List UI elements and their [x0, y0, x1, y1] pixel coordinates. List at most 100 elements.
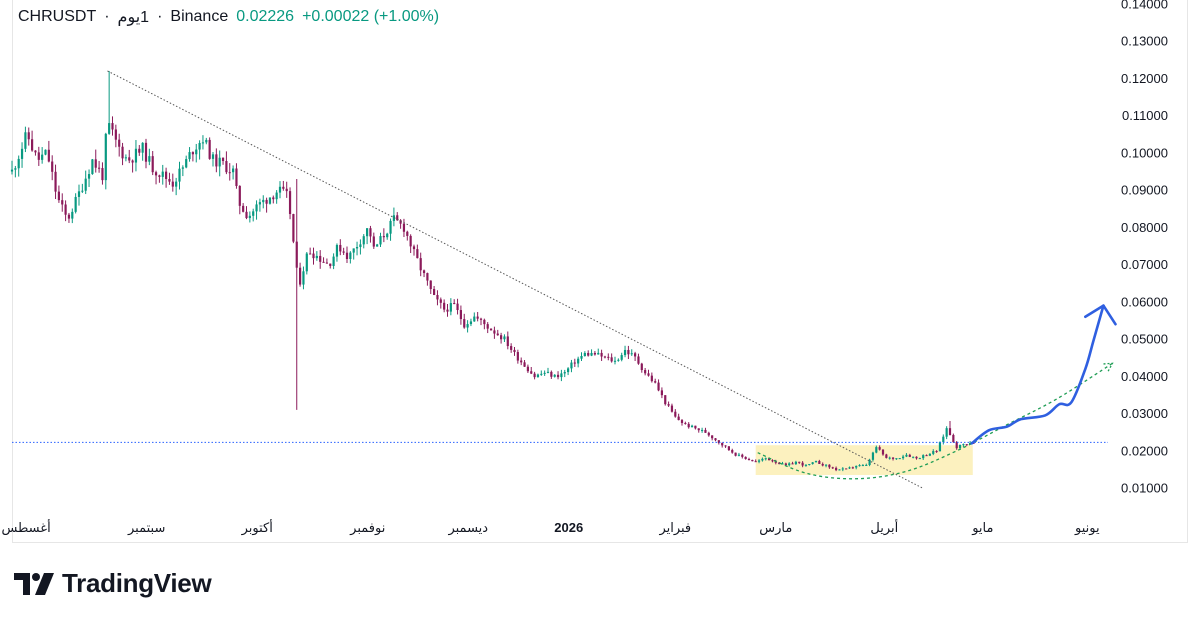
candle-body: [225, 161, 228, 173]
candle: [64, 200, 67, 222]
time-axis-tick-label: سبتمبر: [127, 521, 165, 536]
candle: [406, 230, 409, 241]
candle: [828, 464, 831, 469]
candle: [563, 369, 566, 378]
price-axis-tick-label: 0.04000: [1121, 369, 1168, 384]
candle-body: [188, 152, 191, 160]
candle-body: [205, 139, 208, 143]
candle-body: [54, 171, 57, 192]
candle: [674, 409, 677, 418]
candle-body: [617, 359, 620, 361]
candle-body: [335, 244, 339, 257]
candle: [788, 462, 791, 467]
candle-body: [355, 247, 359, 249]
candle-body: [121, 146, 124, 159]
candle: [670, 403, 674, 413]
candle: [118, 133, 121, 157]
candle: [650, 372, 653, 383]
price-axis-tick-label: 0.08000: [1121, 220, 1168, 235]
candle-body: [101, 168, 104, 181]
candle-body: [111, 123, 114, 130]
candle: [523, 359, 526, 367]
candle: [597, 348, 600, 355]
candle-body: [262, 199, 265, 203]
candle: [114, 124, 117, 148]
candle: [553, 374, 556, 378]
price-axis: 0.01000 0.02000 0.03000 0.04000 0.05000 0.060…: [1121, 0, 1168, 496]
candle-body: [345, 252, 349, 259]
candle: [550, 370, 553, 379]
candle-body: [942, 436, 945, 443]
candle-body: [747, 458, 751, 460]
candle-body: [567, 368, 570, 373]
candle: [369, 225, 372, 243]
candle-body: [288, 191, 292, 215]
candle: [821, 462, 824, 467]
price-axis-tick-label: 0.02000: [1121, 443, 1168, 458]
candle-body: [37, 152, 40, 160]
candle: [567, 367, 570, 376]
candle: [590, 349, 593, 357]
candle: [81, 183, 84, 194]
candle-body: [453, 303, 456, 305]
candle: [912, 456, 915, 459]
candle-body: [332, 256, 335, 266]
candle-body: [932, 451, 935, 454]
candle: [724, 445, 727, 448]
candle: [680, 418, 684, 426]
candle: [312, 247, 315, 265]
candle-body: [727, 446, 730, 451]
time-axis-tick-label: أكتوبر: [241, 519, 273, 536]
candle: [932, 449, 935, 456]
candle-body: [278, 186, 282, 193]
candle-body: [714, 438, 717, 441]
candle-body: [630, 353, 633, 355]
candle-body: [406, 231, 409, 236]
candle: [188, 147, 191, 162]
chart-panel[interactable]: [12, 0, 1188, 543]
candle: [141, 142, 144, 161]
price-axis-tick-label: 0.13000: [1121, 34, 1168, 49]
candle-body: [342, 251, 345, 253]
time-axis-tick-label: فبراير: [658, 521, 691, 536]
candle: [94, 149, 97, 173]
candle-body: [707, 432, 710, 436]
candle: [885, 453, 888, 459]
candle-body: [81, 190, 84, 192]
candle: [757, 459, 761, 464]
candle: [144, 138, 148, 169]
candle-body: [905, 454, 908, 457]
candle: [44, 149, 47, 156]
candle-body: [305, 253, 308, 272]
candle: [744, 456, 747, 460]
candle-body: [422, 270, 426, 274]
candle-body: [664, 395, 667, 405]
time-axis-tick-label: 2026: [554, 520, 583, 535]
candle-body: [657, 382, 660, 391]
separator: ·: [157, 8, 163, 25]
candle: [335, 243, 339, 262]
candle: [915, 456, 918, 460]
candle-body: [104, 133, 107, 181]
candle: [258, 198, 261, 212]
candle-body: [98, 167, 101, 169]
candlestick-chart[interactable]: 0.01000 0.02000 0.03000 0.04000 0.05000 0.060…: [0, 0, 1200, 545]
candle-body: [925, 455, 928, 457]
candle: [630, 349, 633, 356]
candle-body: [690, 425, 694, 428]
timeframe-label[interactable]: 1يوم: [117, 9, 150, 26]
candle-body: [650, 375, 653, 382]
candle: [697, 428, 700, 433]
candle-body: [654, 381, 657, 383]
price-change: +0.00022 (+1.00%): [302, 8, 440, 25]
tradingview-logo[interactable]: TradingView: [14, 568, 212, 599]
candle-body: [721, 443, 724, 446]
candle: [804, 464, 808, 467]
candle: [684, 421, 687, 425]
symbol-name[interactable]: CHRUSDT: [18, 8, 97, 25]
candle: [205, 137, 208, 145]
candle-body: [17, 158, 20, 169]
candle-body: [865, 464, 868, 466]
candle: [938, 441, 942, 452]
candle: [148, 148, 151, 166]
